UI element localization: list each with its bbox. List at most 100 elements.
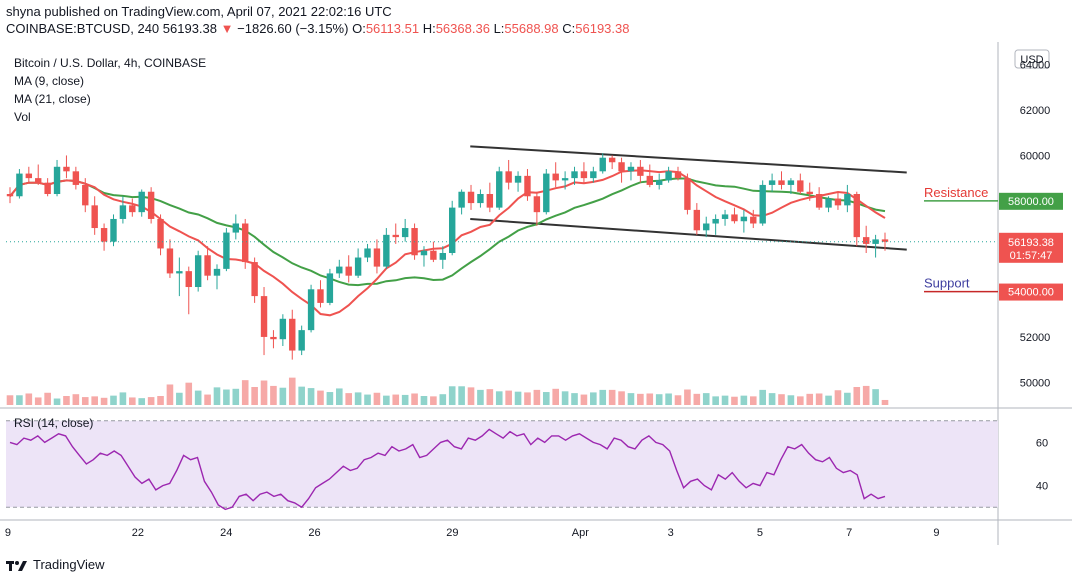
volume-bar <box>25 393 33 405</box>
candle-body <box>213 268 221 276</box>
candle-body <box>815 194 823 208</box>
open-value: 56113.51 <box>365 21 420 36</box>
brand-name: TradingView <box>33 557 105 572</box>
volume-bar <box>542 392 550 405</box>
volume-bar <box>844 392 851 405</box>
candle-body <box>627 166 635 172</box>
volume-bar <box>430 396 437 405</box>
candle-body <box>44 182 51 195</box>
candle-body <box>439 252 446 260</box>
tradingview-logo-icon <box>6 560 27 571</box>
currency-badge <box>1014 49 1050 69</box>
volume-bar <box>345 393 353 405</box>
volume-bar <box>6 395 14 405</box>
low-value: 55688.98 <box>504 21 559 36</box>
candle-body <box>881 239 889 242</box>
x-tick-label: 7 <box>846 527 852 539</box>
volume-bar <box>712 396 719 405</box>
candle-body <box>119 205 127 219</box>
rsi-legend: RSI (14, close) <box>14 416 94 430</box>
volume-bar <box>655 394 663 405</box>
resistance-price-box <box>999 192 1063 210</box>
x-tick-label: 29 <box>446 527 458 539</box>
volume-bar <box>872 389 879 405</box>
volume-bar <box>853 387 861 405</box>
volume-bar <box>533 389 541 405</box>
volume-bar <box>81 397 89 405</box>
resistance-label: Resistance <box>924 185 988 200</box>
x-tick-label: 9 <box>5 527 11 539</box>
candle-body <box>449 207 456 253</box>
volume-bar <box>185 382 193 405</box>
candle-body <box>693 209 701 231</box>
volume-bar <box>552 388 559 405</box>
last-price-box <box>999 232 1063 263</box>
candle-body <box>684 178 691 210</box>
candle-body <box>232 223 240 233</box>
volume-bar <box>495 391 503 405</box>
volume-bar <box>194 390 202 405</box>
candle-body <box>354 257 362 276</box>
candle-body <box>72 171 80 185</box>
candle-body <box>637 166 644 176</box>
volume-bar <box>580 394 588 405</box>
countdown-label: 01:57:47 <box>1010 250 1053 262</box>
candle-body <box>166 248 174 274</box>
x-tick-label: 24 <box>220 527 232 539</box>
rsi-tick-label: 60 <box>1036 437 1048 449</box>
candle-body <box>185 271 192 288</box>
candle-body <box>768 180 776 185</box>
volume-bar <box>627 393 635 405</box>
x-tick-label: 3 <box>668 527 674 539</box>
candle-body <box>401 228 409 238</box>
open-label: O: <box>352 21 366 36</box>
x-tick-label: 22 <box>132 527 144 539</box>
footer-brand[interactable]: TradingView <box>6 557 105 572</box>
candle-body <box>496 171 503 208</box>
candle-body <box>477 194 484 204</box>
volume-bar <box>166 384 174 405</box>
volume-bar <box>778 394 785 405</box>
volume-bar <box>524 392 531 405</box>
volume-bar <box>637 393 644 405</box>
volume-bar <box>665 393 672 405</box>
x-tick-label: 26 <box>308 527 320 539</box>
volume-bar <box>63 396 70 405</box>
candle-body <box>571 171 578 179</box>
candle-body <box>505 171 512 183</box>
volume-bar <box>138 398 146 405</box>
ma9-line <box>9 169 886 317</box>
candle-body <box>25 173 33 179</box>
candle-body <box>524 175 531 197</box>
candle-body <box>336 266 343 274</box>
candle-body <box>703 223 710 231</box>
candle-body <box>533 196 541 213</box>
volume-bar <box>354 392 362 405</box>
volume-bar <box>420 396 428 405</box>
volume-bar <box>702 393 710 405</box>
volume-bar <box>110 395 117 405</box>
candle-body <box>731 214 738 222</box>
publish-info: shyna published on TradingView.com, Apri… <box>6 4 392 19</box>
volume-bar <box>326 392 334 405</box>
volume-bar <box>599 389 607 405</box>
candle-body <box>797 180 804 192</box>
candle-body <box>6 194 14 197</box>
high-label: H: <box>422 21 436 36</box>
volume-bar <box>16 395 23 405</box>
candle-body <box>486 194 494 208</box>
candle-body <box>740 216 748 222</box>
candle-body <box>759 184 766 224</box>
candle-body <box>373 248 381 267</box>
candle-body <box>674 171 682 179</box>
resistance-price-label: 58000.00 <box>1008 196 1054 208</box>
last-price: 56193.38 <box>162 21 218 36</box>
volume-bar <box>834 390 842 405</box>
candle-body <box>420 250 428 256</box>
candle-body <box>157 218 164 249</box>
volume-bar <box>251 387 258 405</box>
volume-bar <box>223 389 230 405</box>
candle-body <box>138 191 145 213</box>
candle-body <box>787 180 795 185</box>
